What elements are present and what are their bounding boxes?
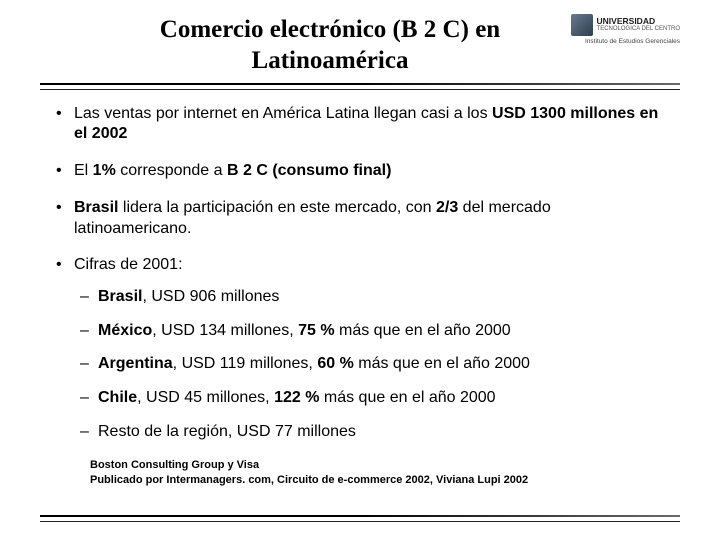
- header-rule-thick: [40, 83, 680, 85]
- s3-a: Argentina: [98, 355, 173, 372]
- s3-d: más que en el año 2000: [354, 355, 530, 372]
- sub-5: Resto de la región, USD 77 millones: [74, 421, 670, 443]
- s2-d: más que en el año 2000: [335, 322, 511, 339]
- logo-main: UNIVERSIDAD: [597, 17, 680, 26]
- s2-c: 75 %: [298, 322, 334, 339]
- bullet-4: Cifras de 2001: Brasil, USD 906 millones…: [50, 255, 670, 442]
- content: Las ventas por internet en América Latin…: [40, 90, 680, 488]
- slide: Comercio electrónico (B 2 C) en Latinoam…: [0, 0, 720, 540]
- bullet-list: Las ventas por internet en América Latin…: [50, 104, 670, 443]
- title-line-2: Latinoamérica: [252, 47, 409, 74]
- logo-text: UNIVERSIDAD TECNOLOGICA DEL CENTRO: [597, 17, 680, 33]
- b4-text: Cifras de 2001:: [74, 256, 183, 273]
- bullet-3: Brasil lidera la participación en este m…: [50, 198, 670, 240]
- slide-title: Comercio electrónico (B 2 C) en Latinoam…: [120, 14, 540, 77]
- source-line-1: Boston Consulting Group y Visa: [90, 459, 259, 471]
- s5-text: Resto de la región, USD 77 millones: [98, 423, 356, 440]
- b2-text-b: 1%: [93, 162, 116, 179]
- sub-list: Brasil, USD 906 millones México, USD 134…: [74, 286, 670, 442]
- s2-a: México: [98, 322, 152, 339]
- s1-a: Brasil: [98, 288, 142, 305]
- s4-b: , USD 45 millones,: [137, 389, 274, 406]
- b2-text-a: El: [74, 162, 93, 179]
- s4-d: más que en el año 2000: [319, 389, 495, 406]
- sub-4: Chile, USD 45 millones, 122 % más que en…: [74, 387, 670, 409]
- sub-3: Argentina, USD 119 millones, 60 % más qu…: [74, 353, 670, 375]
- b2-text-c: corresponde a: [116, 162, 227, 179]
- s1-b: , USD 906 millones: [142, 288, 279, 305]
- footer-rule-thick: [40, 515, 680, 517]
- b1-text-a: Las ventas por internet en América Latin…: [74, 105, 492, 122]
- footer-rule-thin: [40, 521, 680, 522]
- logo-badge-icon: [571, 14, 593, 36]
- b3-text-c: 2/3: [436, 199, 458, 216]
- logo-sub2: Instituto de Estudios Gerenciales: [540, 38, 680, 46]
- source-line-2: Publicado por Intermanagers. com, Circui…: [90, 474, 528, 486]
- sub-2: México, USD 134 millones, 75 % más que e…: [74, 320, 670, 342]
- sub-1: Brasil, USD 906 millones: [74, 286, 670, 308]
- b3-text-a: Brasil: [74, 199, 118, 216]
- header: Comercio electrónico (B 2 C) en Latinoam…: [40, 14, 680, 77]
- source-citation: Boston Consulting Group y Visa Publicado…: [90, 458, 670, 488]
- footer-rules: [40, 515, 680, 522]
- s4-a: Chile: [98, 389, 137, 406]
- logo-sub1: TECNOLOGICA DEL CENTRO: [597, 26, 680, 33]
- b3-text-b: lidera la participación en este mercado,…: [118, 199, 436, 216]
- bullet-2: El 1% corresponde a B 2 C (consumo final…: [50, 161, 670, 182]
- logo-block: UNIVERSIDAD TECNOLOGICA DEL CENTRO Insti…: [540, 14, 680, 46]
- s4-c: 122 %: [274, 389, 319, 406]
- s3-b: , USD 119 millones,: [173, 355, 318, 372]
- s3-c: 60 %: [317, 355, 353, 372]
- s2-b: , USD 134 millones,: [152, 322, 298, 339]
- logo-university: UNIVERSIDAD TECNOLOGICA DEL CENTRO: [540, 14, 680, 36]
- b2-text-d: B 2 C (consumo final): [227, 162, 391, 179]
- bullet-1: Las ventas por internet en América Latin…: [50, 104, 670, 146]
- title-line-1: Comercio electrónico (B 2 C) en: [160, 16, 500, 43]
- title-block: Comercio electrónico (B 2 C) en Latinoam…: [40, 14, 540, 77]
